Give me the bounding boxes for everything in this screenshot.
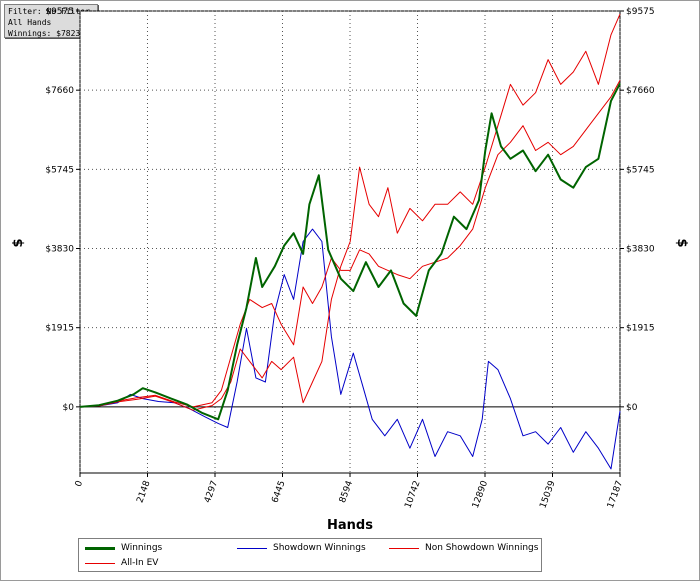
hands-line: All Hands xyxy=(8,18,52,27)
legend-item-non-showdown: Non Showdown Winnings xyxy=(389,543,538,553)
legend-swatch xyxy=(389,547,419,549)
winnings-line: Winnings: $7823.96 xyxy=(8,29,95,38)
x-tick-label: 15039 xyxy=(538,479,557,510)
y-tick-label-right: $7660 xyxy=(626,86,655,96)
legend-label: Non Showdown Winnings xyxy=(425,543,539,553)
legend-swatch xyxy=(85,546,115,550)
y-tick-label-left: $1915 xyxy=(45,324,74,334)
legend-swatch xyxy=(237,547,267,549)
y-axis-label-right: $ xyxy=(674,238,689,247)
y-axis-label-left: $ xyxy=(11,238,26,247)
winnings-line xyxy=(79,82,621,421)
x-tick-label: 10742 xyxy=(403,479,422,509)
y-tick-label-left: $7660 xyxy=(45,86,74,96)
y-tick-label-right: $0 xyxy=(626,403,638,413)
y-tick-label-right: $9575 xyxy=(626,7,655,17)
x-tick-label: 17187 xyxy=(606,479,625,509)
y-tick-label-right: $1915 xyxy=(626,324,655,334)
legend-item-winnings: Winnings xyxy=(85,543,162,553)
series-lines xyxy=(79,13,621,470)
y-tick-label-left: $9575 xyxy=(45,7,74,17)
legend-item-showdown: Showdown Winnings xyxy=(237,543,366,553)
legend: Winnings Showdown Winnings Non Showdown … xyxy=(78,538,542,572)
y-tick-label-right: $5745 xyxy=(626,165,655,175)
legend-item-all-in-ev: All-In EV xyxy=(85,558,158,568)
legend-label: Showdown Winnings xyxy=(273,543,366,553)
y-tick-label-left: $5745 xyxy=(45,165,74,175)
x-tick-label: 0 xyxy=(74,479,85,488)
all-in-ev-line xyxy=(79,79,621,408)
grid-lines xyxy=(79,10,621,473)
legend-label: Winnings xyxy=(121,543,163,553)
x-tick-label: 4297 xyxy=(203,479,220,504)
non-showdown-winnings-line xyxy=(79,13,621,411)
x-tick-label: 8594 xyxy=(338,479,355,504)
x-axis-label: Hands xyxy=(327,518,373,533)
filter-line: Filter: No Filter xyxy=(8,7,90,16)
y-tick-label-left: $0 xyxy=(63,403,75,413)
x-tick-label: 12890 xyxy=(471,479,490,510)
y-tick-label-right: $3830 xyxy=(626,245,655,255)
legend-swatch xyxy=(85,562,115,564)
legend-label: All-In EV xyxy=(121,558,159,568)
x-tick-label: 6445 xyxy=(270,479,287,504)
y-tick-label-left: $3830 xyxy=(45,245,74,255)
x-tick-label: 2148 xyxy=(135,479,152,504)
showdown-winnings-line xyxy=(79,228,621,470)
